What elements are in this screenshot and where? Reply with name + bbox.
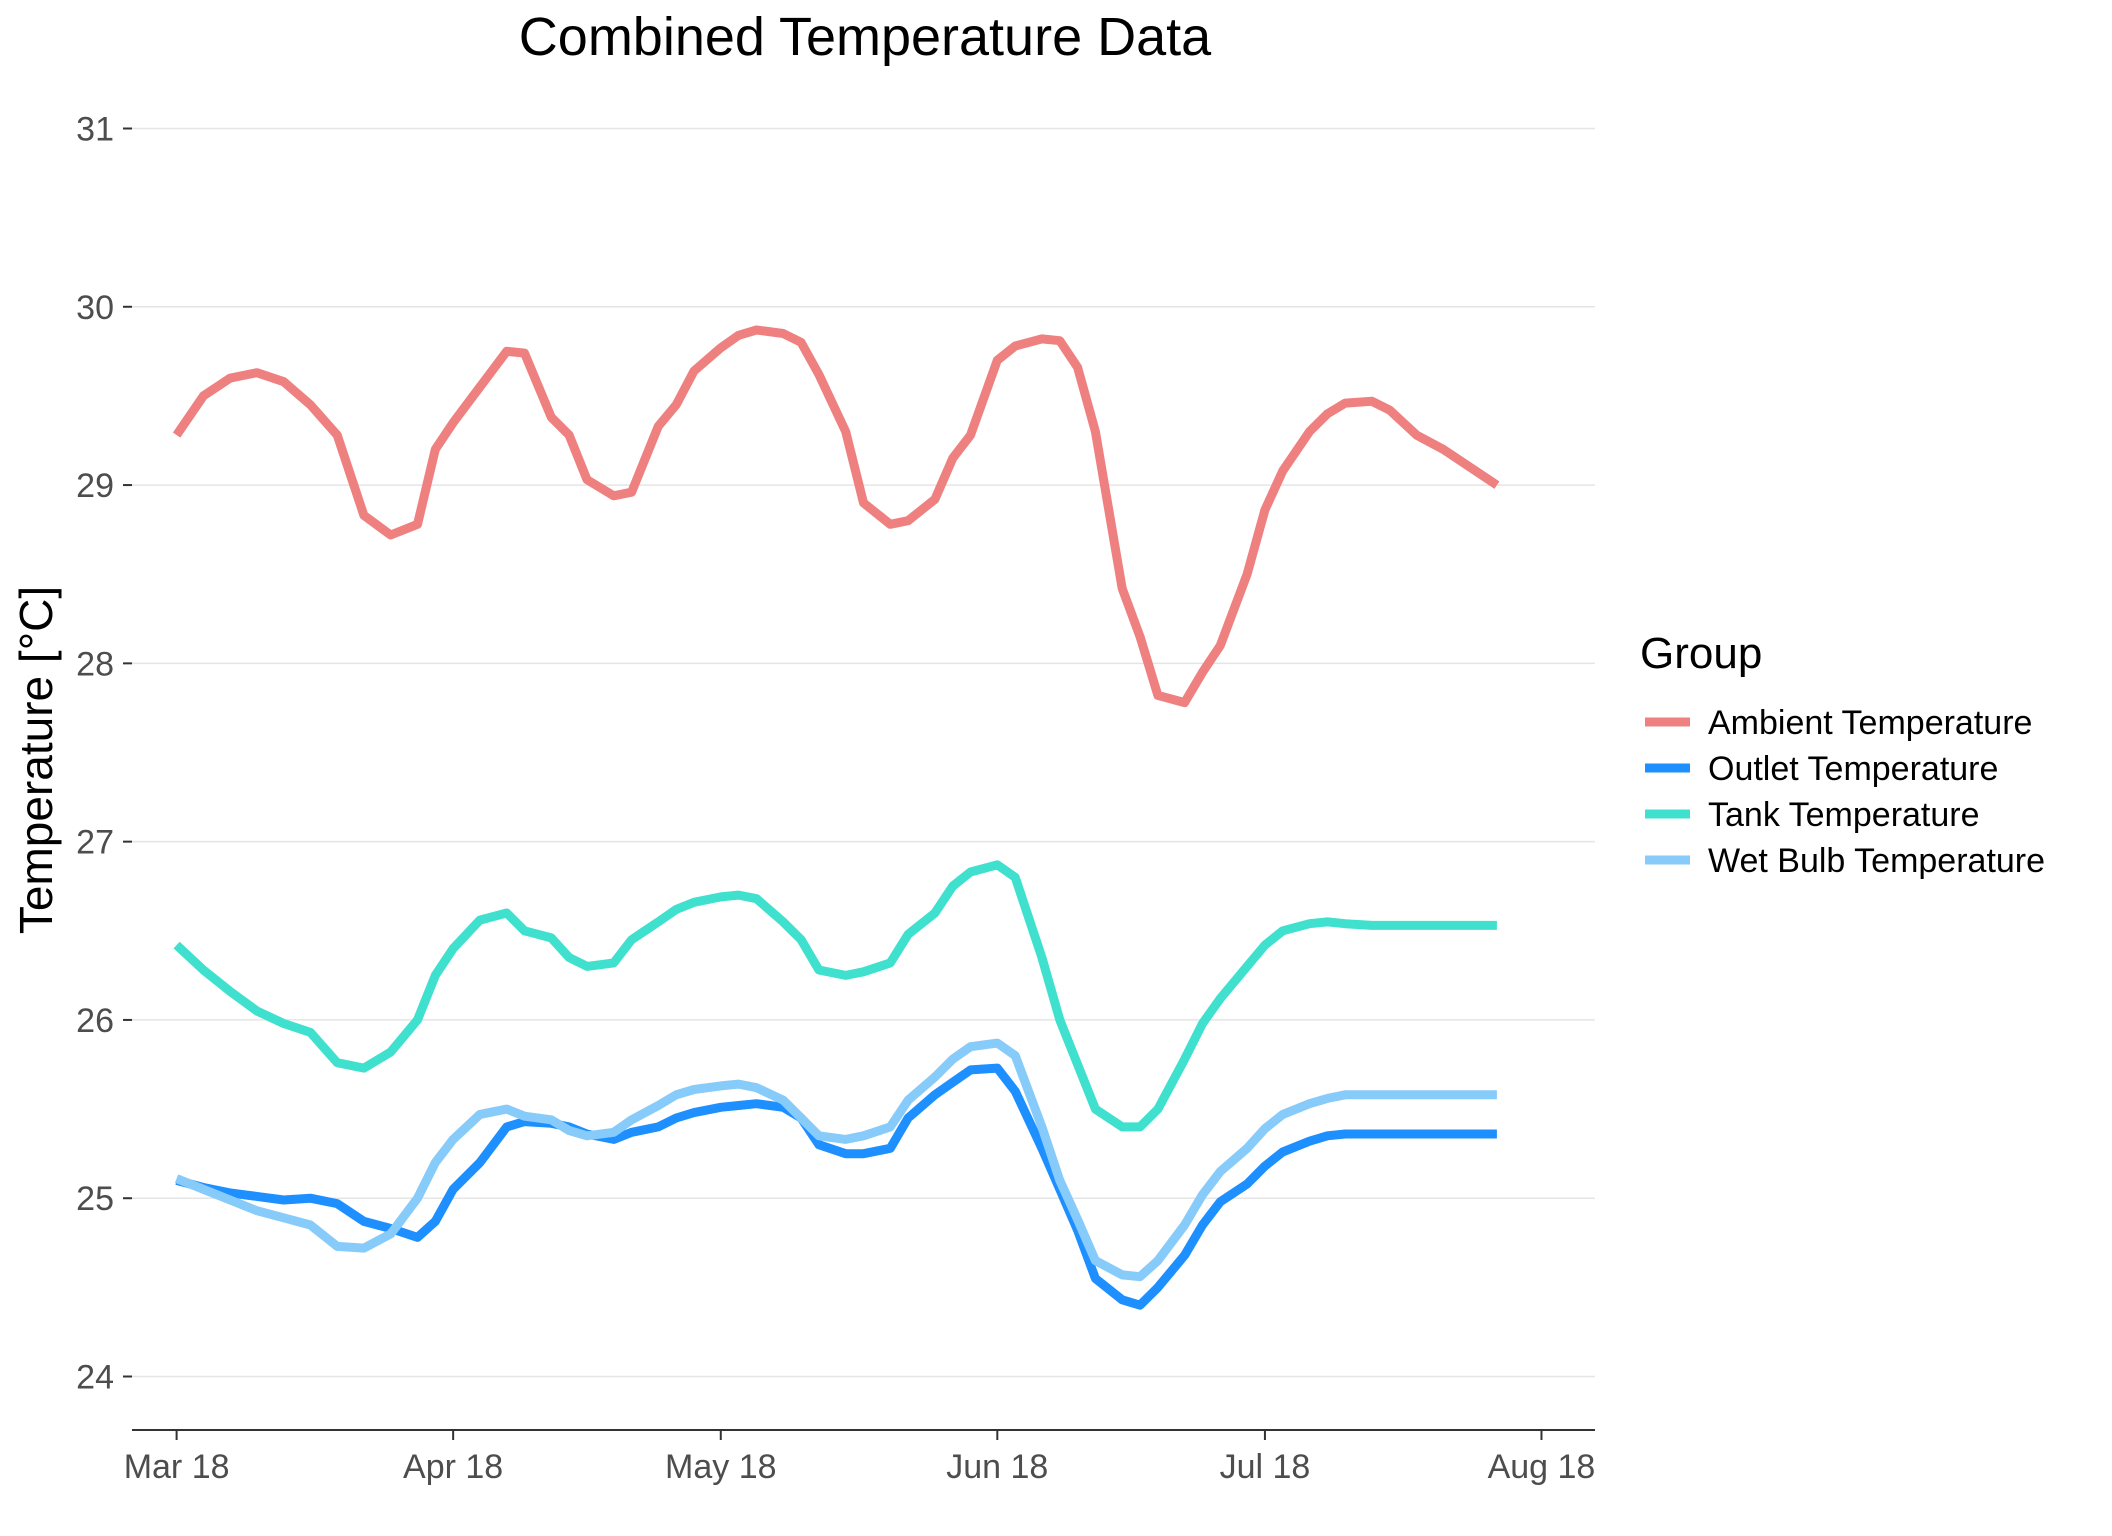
series-line bbox=[175, 1063, 1497, 1310]
y-axis-title: Temperature [°C] bbox=[10, 586, 62, 934]
x-tick-label: Mar 18 bbox=[124, 1448, 230, 1486]
y-tick-label: 24 bbox=[76, 1359, 114, 1397]
y-tick-label: 28 bbox=[76, 645, 114, 683]
axes: 24 25 26 27 28 29 30 31 Mar 18 Apr 18 May 18 Jun 18… bbox=[76, 110, 1595, 1486]
legend-label: Outlet Temperature bbox=[1708, 750, 1998, 788]
legend-label: Wet Bulb Temperature bbox=[1708, 842, 2045, 880]
series-line bbox=[173, 860, 1497, 1132]
series-line bbox=[174, 1038, 1497, 1282]
legend-label: Tank Temperature bbox=[1708, 796, 1980, 834]
series-lines bbox=[172, 325, 1500, 1310]
legend-title: Group bbox=[1640, 629, 1762, 678]
legend: Group Ambient Temperature Outlet Temperat… bbox=[1640, 629, 2045, 880]
y-tick-label: 25 bbox=[76, 1180, 114, 1218]
x-tick-label: Aug 18 bbox=[1488, 1448, 1596, 1486]
y-tick-label: 27 bbox=[76, 824, 114, 862]
series-line bbox=[172, 325, 1500, 708]
legend-label: Ambient Temperature bbox=[1708, 704, 2032, 742]
x-tick-label: May 18 bbox=[665, 1448, 777, 1486]
y-tick-label: 31 bbox=[76, 110, 114, 148]
x-tick-label: Jul 18 bbox=[1220, 1448, 1311, 1486]
y-tick-label: 29 bbox=[76, 467, 114, 505]
gridlines bbox=[132, 127, 1595, 1378]
x-tick-label: Apr 18 bbox=[403, 1448, 503, 1486]
y-tick-label: 30 bbox=[76, 289, 114, 327]
y-tick-label: 26 bbox=[76, 1002, 114, 1040]
x-tick-label: Jun 18 bbox=[946, 1448, 1048, 1486]
chart-title: Combined Temperature Data bbox=[519, 7, 1212, 67]
